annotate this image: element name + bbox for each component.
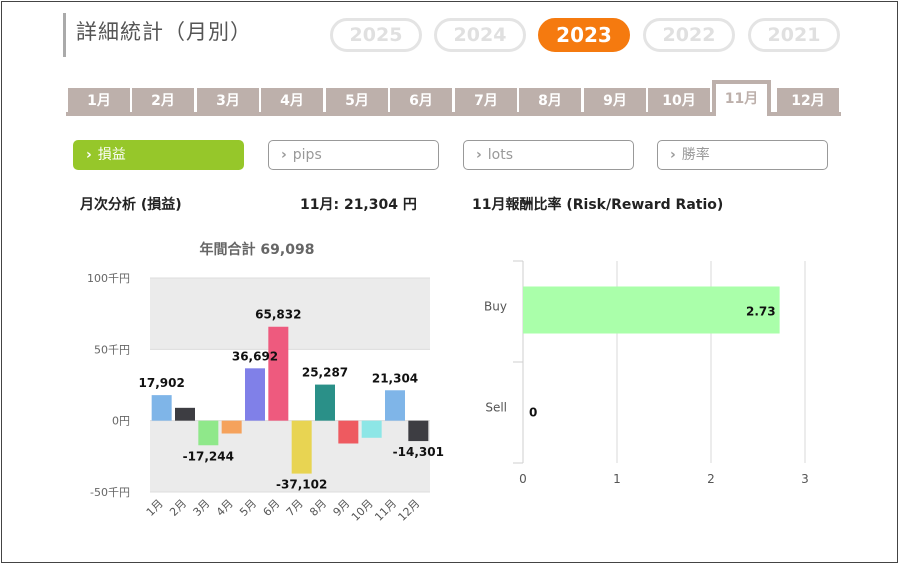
year-tab-2024[interactable]: 2024 bbox=[434, 18, 526, 52]
plot-band bbox=[150, 349, 430, 421]
bar-10 bbox=[361, 420, 382, 438]
x-tick-label: 6月 bbox=[261, 497, 283, 519]
bar-6 bbox=[268, 326, 289, 421]
month-tab-1[interactable]: 1月 bbox=[68, 88, 130, 116]
month-tab-5[interactable]: 5月 bbox=[326, 88, 388, 116]
chevron-right-icon: › bbox=[476, 147, 482, 163]
x-tick-label: 12月 bbox=[396, 497, 423, 524]
bar-12 bbox=[408, 420, 429, 442]
chevron-right-icon: › bbox=[670, 147, 676, 163]
monthly-profit-chart: 年間合計 69,098 100千円 50千円 0円 -50千円 17,902 -17,2… bbox=[87, 241, 444, 524]
month-tab-8[interactable]: 8月 bbox=[519, 88, 581, 116]
x-tick-label: 8月 bbox=[307, 497, 329, 519]
section-title: 月次分析 (損益) bbox=[80, 197, 182, 213]
risk-reward-chart: 0 1 2 3 Buy 2.73 Sell 0 bbox=[484, 260, 809, 486]
plot-band bbox=[150, 420, 430, 492]
y-tick-label: 50千円 bbox=[94, 343, 130, 356]
bar-8 bbox=[315, 384, 335, 421]
data-label: -14,301 bbox=[393, 445, 444, 459]
metric-tab-winrate[interactable]: › 勝率 bbox=[657, 140, 828, 170]
bar-1 bbox=[151, 395, 172, 421]
month-tab-11[interactable]: 11月 bbox=[712, 80, 771, 116]
month-value: 11月: 21,304 円 bbox=[300, 197, 417, 213]
x-tick-label: 0 bbox=[519, 472, 527, 486]
year-tab-2021[interactable]: 2021 bbox=[748, 18, 840, 52]
x-tick-label: 4月 bbox=[214, 497, 236, 519]
y-tick-label: 100千円 bbox=[87, 272, 130, 285]
x-tick-label: 11月 bbox=[372, 497, 399, 524]
metric-tab-label: lots bbox=[487, 147, 514, 163]
month-tab-2[interactable]: 2月 bbox=[132, 88, 194, 116]
metric-tab-profit[interactable]: › 損益 bbox=[73, 140, 244, 170]
bar-4 bbox=[221, 420, 242, 434]
x-tick-label: 3月 bbox=[191, 497, 213, 519]
chart-title: 年間合計 69,098 bbox=[200, 241, 315, 258]
data-label: 65,832 bbox=[255, 308, 301, 322]
ratio-title: 11月報酬比率 (Risk/Reward Ratio) bbox=[472, 197, 724, 213]
data-label: 2.73 bbox=[746, 305, 776, 319]
year-tab-2023[interactable]: 2023 bbox=[538, 18, 630, 52]
bar-2 bbox=[175, 407, 195, 421]
month-tab-7[interactable]: 7月 bbox=[455, 88, 517, 116]
month-tab-4[interactable]: 4月 bbox=[261, 88, 323, 116]
metric-tab-label: pips bbox=[292, 147, 322, 163]
bar-11 bbox=[385, 390, 405, 421]
data-label: 0 bbox=[529, 406, 537, 420]
year-tab-2025[interactable]: 2025 bbox=[330, 18, 422, 52]
plot-band bbox=[150, 278, 430, 350]
rr-bar-buy bbox=[523, 286, 780, 334]
category-label: Sell bbox=[485, 401, 507, 415]
bar-5 bbox=[245, 368, 265, 421]
category-label: Buy bbox=[484, 300, 507, 314]
chevron-right-icon: › bbox=[86, 147, 92, 163]
x-tick-label: 2月 bbox=[167, 497, 189, 519]
data-label: 36,692 bbox=[232, 349, 278, 363]
bar-3 bbox=[198, 420, 219, 446]
metric-tab-label: 損益 bbox=[97, 147, 126, 163]
month-tabs-baseline bbox=[66, 112, 841, 116]
month-tab-6[interactable]: 6月 bbox=[390, 88, 452, 116]
data-label: 25,287 bbox=[302, 366, 348, 380]
data-label: -37,102 bbox=[276, 478, 327, 492]
x-tick-label: 10月 bbox=[349, 497, 376, 524]
metric-tab-pips[interactable]: › pips bbox=[268, 140, 439, 170]
x-tick-label: 7月 bbox=[284, 497, 306, 519]
x-tick-label: 2 bbox=[707, 472, 715, 486]
bar-7 bbox=[291, 420, 312, 474]
chevron-right-icon: › bbox=[281, 147, 287, 163]
y-tick-label: 0円 bbox=[112, 415, 130, 428]
data-label: -17,244 bbox=[183, 449, 234, 463]
x-tick-label: 5月 bbox=[237, 497, 259, 519]
metric-tab-label: 勝率 bbox=[681, 147, 710, 163]
x-tick-label: 1月 bbox=[144, 497, 166, 519]
metric-tabs: › 損益 › pips › lots › 勝率 bbox=[0, 140, 900, 170]
data-label: 21,304 bbox=[372, 371, 418, 385]
y-tick-label: -50千円 bbox=[90, 486, 130, 499]
data-label: 17,902 bbox=[139, 376, 185, 390]
bar-9 bbox=[338, 420, 359, 444]
month-tab-3[interactable]: 3月 bbox=[197, 88, 259, 116]
month-tabs: 1月 2月 3月 4月 5月 6月 7月 8月 9月 10月 11月 12月 bbox=[66, 80, 841, 116]
x-tick-label: 1 bbox=[613, 472, 621, 486]
year-tab-2022[interactable]: 2022 bbox=[643, 18, 735, 52]
month-tab-10[interactable]: 10月 bbox=[648, 88, 710, 116]
month-tab-12[interactable]: 12月 bbox=[777, 88, 839, 116]
x-tick-label: 3 bbox=[801, 472, 809, 486]
page-title: 詳細統計（月別） bbox=[63, 13, 252, 57]
month-tab-9[interactable]: 9月 bbox=[584, 88, 646, 116]
metric-tab-lots[interactable]: › lots bbox=[463, 140, 634, 170]
